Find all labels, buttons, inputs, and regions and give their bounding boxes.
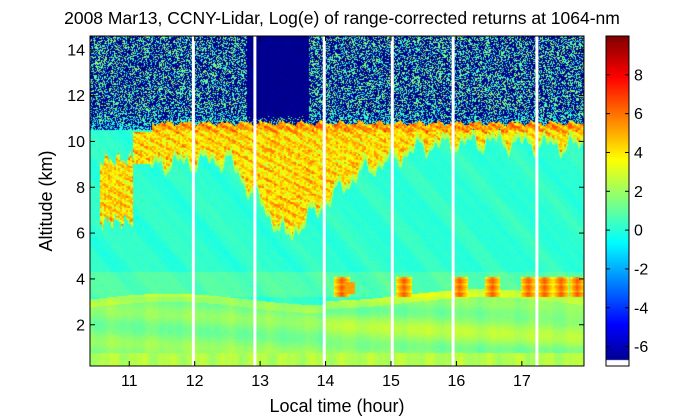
y-axis-label: Altitude (km) <box>36 150 56 251</box>
colorbar-gradient <box>606 36 629 366</box>
x-tick-label-12: 12 <box>186 373 204 390</box>
colorbar-tick-label-4: 4 <box>634 145 643 162</box>
colorbar-tick-label--6: -6 <box>634 339 648 356</box>
x-tick-label-15: 15 <box>382 373 400 390</box>
y-tick-label-8: 8 <box>76 180 85 197</box>
y-tick-label-2: 2 <box>76 317 85 334</box>
colorbar-tick-label--2: -2 <box>634 261 648 278</box>
colorbar-tick-label-0: 0 <box>634 223 643 240</box>
colorbar-ticks: -6 -4 -2 0 2 4 6 8 <box>606 67 648 356</box>
x-tick-label-16: 16 <box>448 373 466 390</box>
x-axis: 11 12 13 14 15 16 17 <box>121 36 531 390</box>
plot-frame <box>89 35 585 367</box>
x-tick-label-13: 13 <box>251 373 269 390</box>
y-tick-label-14: 14 <box>67 42 85 59</box>
colorbar-tick-label-2: 2 <box>634 184 643 201</box>
x-tick-label-11: 11 <box>121 373 138 390</box>
data-gap-2 <box>322 36 326 366</box>
data-gap-1 <box>253 36 257 366</box>
y-axis: 2 4 6 8 10 12 14 <box>67 42 584 334</box>
y-tick-label-6: 6 <box>76 226 85 243</box>
colorbar-tick-label-8: 8 <box>634 67 643 84</box>
heatmap-image <box>90 36 584 366</box>
y-tick-label-10: 10 <box>67 134 85 151</box>
chart-title: 2008 Mar13, CCNY-Lidar, Log(e) of range-… <box>64 8 620 28</box>
colorbar-tick-label--4: -4 <box>634 300 648 317</box>
data-gap-0 <box>191 36 195 366</box>
data-gap-5 <box>535 36 539 366</box>
y-tick-label-4: 4 <box>76 271 85 288</box>
data-gap-lines <box>191 36 539 366</box>
colorbar: -6 -4 -2 0 2 4 6 8 <box>605 35 648 367</box>
colorbar-tick-label-6: 6 <box>634 106 643 123</box>
x-tick-label-14: 14 <box>317 373 335 390</box>
data-gap-4 <box>451 36 455 366</box>
data-gap-3 <box>390 36 394 366</box>
colorbar-frame <box>605 35 630 367</box>
plot-area <box>89 35 585 367</box>
x-axis-label: Local time (hour) <box>269 396 404 416</box>
x-tick-label-17: 17 <box>513 373 531 390</box>
y-tick-label-12: 12 <box>67 88 85 105</box>
